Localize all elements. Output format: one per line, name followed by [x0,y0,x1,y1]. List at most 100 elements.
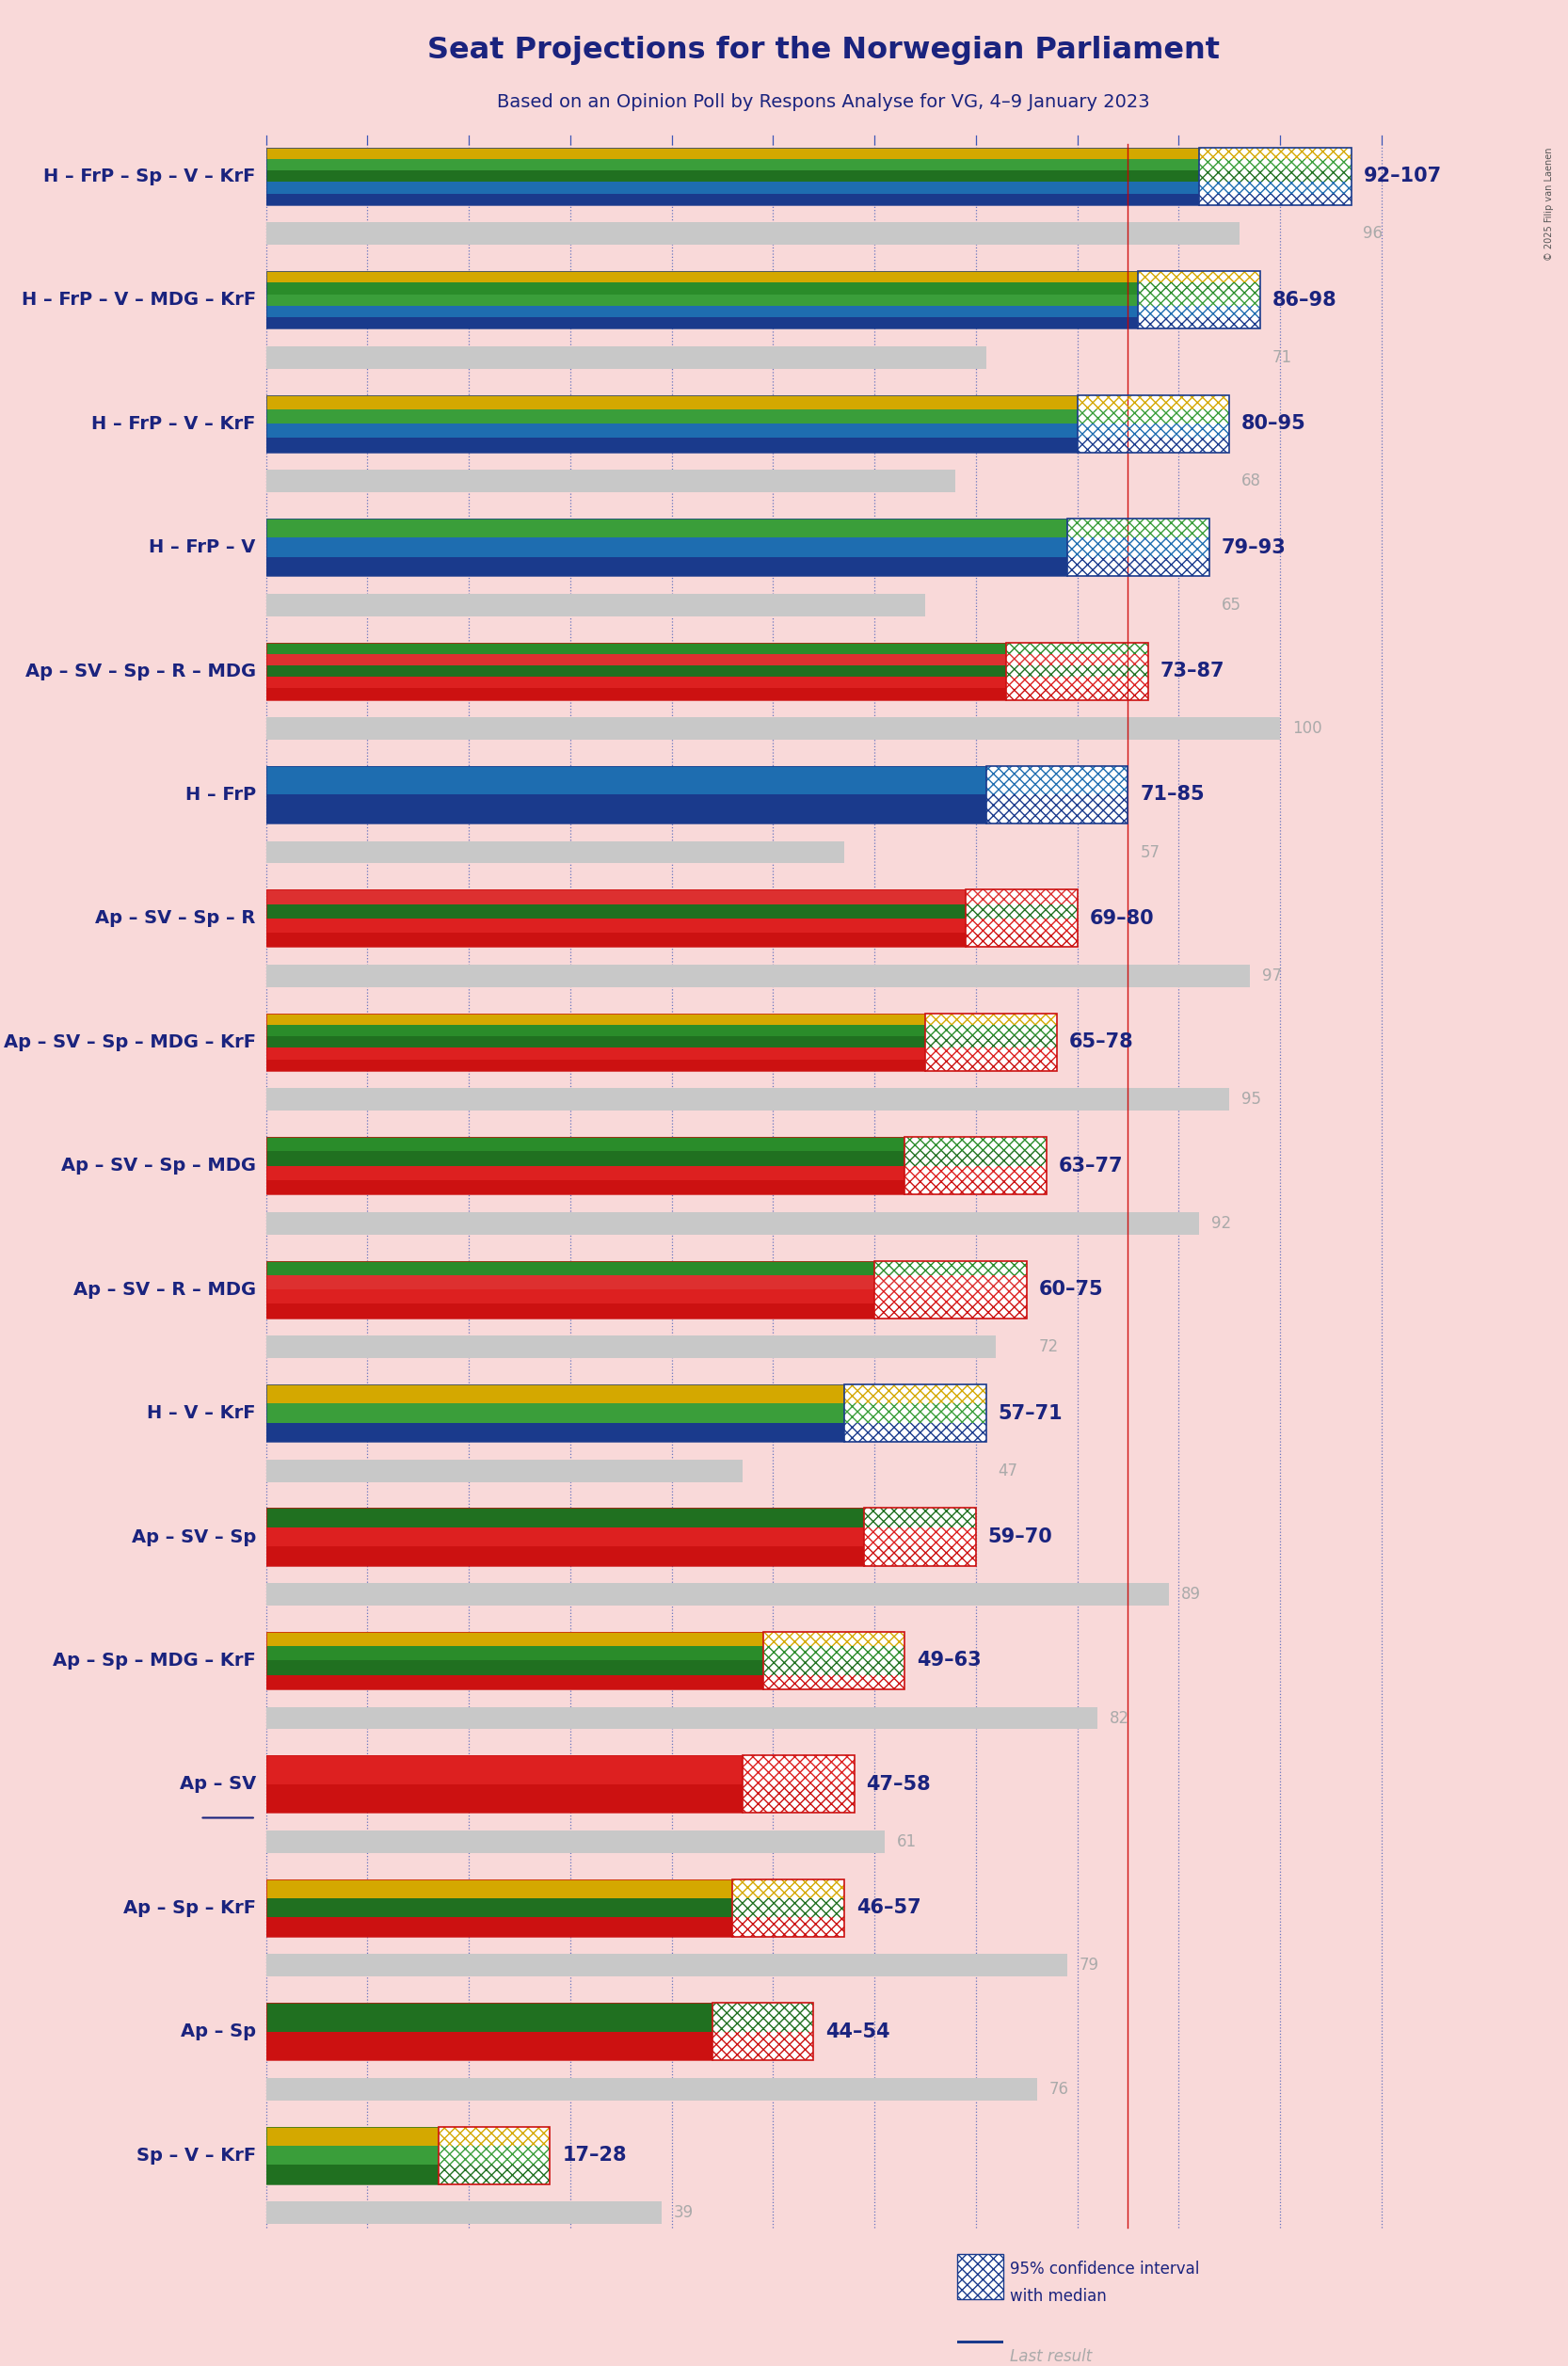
Bar [267,1024,925,1036]
Bar [925,1048,1057,1060]
Bar [267,767,986,823]
Text: 46–57: 46–57 [856,1898,920,1916]
Text: 68: 68 [1242,473,1261,490]
Text: Ap – Sp – MDG – KrF: Ap – Sp – MDG – KrF [53,1651,256,1670]
Bar [1200,159,1352,170]
Text: 57: 57 [1140,845,1160,861]
Bar [267,1507,864,1566]
Bar [267,1384,844,1441]
Bar [1068,518,1209,537]
Bar [764,1661,905,1675]
Bar [267,1647,764,1661]
Text: Ap – SV – Sp – MDG – KrF: Ap – SV – Sp – MDG – KrF [3,1034,256,1051]
Text: 80–95: 80–95 [1242,414,1306,433]
Text: Ap – Sp – KrF: Ap – Sp – KrF [124,1900,256,1916]
Text: H – FrP – V – MDG – KrF: H – FrP – V – MDG – KrF [22,291,256,310]
Bar [764,1633,905,1689]
Bar [267,1507,864,1528]
Bar [966,918,1077,932]
Bar [986,767,1127,795]
Bar [925,1060,1057,1072]
Text: 47: 47 [999,1462,1018,1479]
Text: 97: 97 [1262,968,1281,984]
Text: Last result: Last result [1010,2347,1093,2366]
Bar [875,1289,1027,1304]
Bar [439,2127,550,2146]
Bar [1007,677,1148,689]
Bar [267,1181,905,1195]
Bar [905,1138,1047,1152]
Bar [764,1661,905,1675]
Bar [267,795,986,823]
Bar [267,904,966,918]
Bar [958,2340,1004,2366]
Text: H – FrP – Sp – V – KrF: H – FrP – Sp – V – KrF [44,168,256,185]
Bar [875,1275,1027,1289]
Bar [743,1784,855,1812]
Bar [267,1403,844,1422]
Bar [966,918,1077,932]
Bar [267,677,1007,689]
Bar [267,518,1068,537]
Text: 71: 71 [1272,348,1292,367]
Bar [267,2077,1036,2101]
Text: H – FrP: H – FrP [185,786,256,804]
Bar [267,1583,1168,1607]
Bar [267,2032,712,2061]
Bar [732,1916,844,1938]
Bar [439,2146,550,2165]
Bar [844,1422,986,1441]
Bar [875,1275,1027,1289]
Bar [267,1275,875,1289]
Bar [1068,556,1209,575]
Bar [267,665,1007,677]
Bar [966,904,1077,918]
Bar [764,1675,905,1689]
Text: Ap – Sp: Ap – Sp [180,2023,256,2039]
Text: 95% confidence interval: 95% confidence interval [1010,2260,1200,2276]
Text: 44–54: 44–54 [826,2023,891,2042]
Text: Sp – V – KrF: Sp – V – KrF [136,2146,256,2165]
Bar [844,1384,986,1403]
Bar [732,1879,844,1898]
Bar [1200,147,1352,206]
Bar [875,1304,1027,1318]
Bar [1068,556,1209,575]
Text: 79: 79 [1079,1957,1099,1973]
Bar [864,1528,975,1547]
Bar [267,194,1200,206]
Bar [267,1384,844,1403]
Bar [743,1756,855,1784]
Bar [1138,293,1259,305]
Bar [712,2032,814,2061]
Text: 95: 95 [1242,1091,1261,1107]
Bar [1200,182,1352,194]
Bar [905,1166,1047,1181]
Bar [267,1898,732,1916]
Bar [732,1879,844,1938]
Bar [267,1013,925,1072]
Bar [1077,409,1229,424]
Bar [267,890,966,904]
Bar [1007,665,1148,677]
Text: H – V – KrF: H – V – KrF [147,1405,256,1422]
Text: 79–93: 79–93 [1221,537,1286,556]
Text: 71–85: 71–85 [1140,786,1204,804]
Bar [267,1547,864,1566]
Text: 65: 65 [1221,596,1240,613]
Bar [267,1879,732,1898]
Bar [925,1024,1057,1036]
Bar [925,1024,1057,1036]
Bar [905,1138,1047,1195]
Bar [267,556,1068,575]
Bar [267,2146,439,2165]
Text: © 2025 Filip van Laenen: © 2025 Filip van Laenen [1544,147,1554,260]
Bar [267,2203,662,2224]
Bar [1138,272,1259,284]
Bar [267,1211,1200,1235]
Bar [267,1261,875,1275]
Bar [1200,147,1352,159]
Bar [764,1633,905,1647]
Bar [267,1337,996,1358]
Bar [267,409,1077,424]
